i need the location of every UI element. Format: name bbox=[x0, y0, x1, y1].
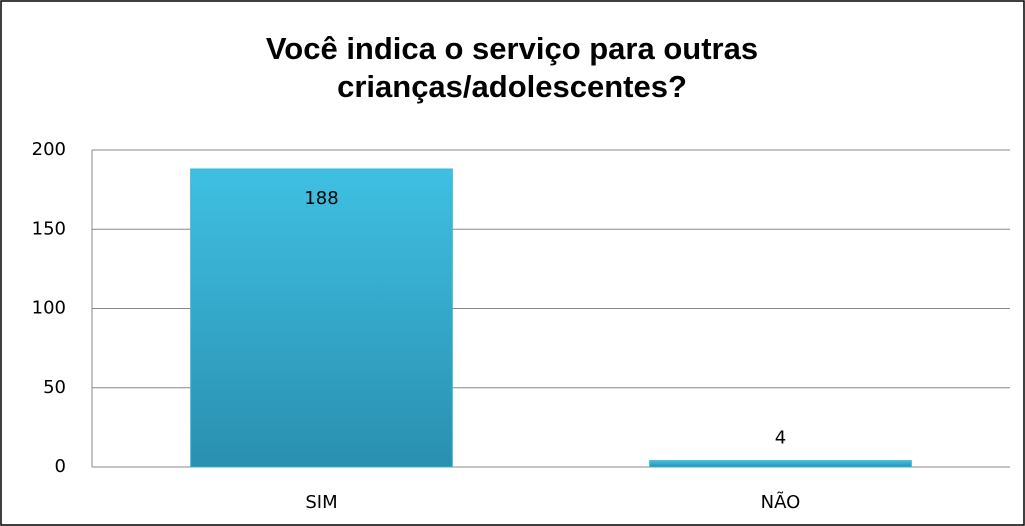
chart-title: Você indica o serviço para outras crianç… bbox=[265, 31, 759, 104]
y-tick-label: 150 bbox=[32, 218, 66, 239]
y-tick-label: 100 bbox=[32, 298, 66, 319]
data-label: 188 bbox=[304, 188, 338, 209]
bar bbox=[190, 168, 453, 468]
x-tick-label: SIM bbox=[305, 492, 337, 513]
y-tick-label: 50 bbox=[43, 377, 66, 398]
bar bbox=[649, 460, 912, 468]
y-tick-label: 200 bbox=[32, 139, 66, 160]
data-label: 4 bbox=[775, 428, 786, 449]
x-tick-label: NÃO bbox=[761, 491, 801, 513]
y-tick-label: 0 bbox=[55, 456, 66, 477]
